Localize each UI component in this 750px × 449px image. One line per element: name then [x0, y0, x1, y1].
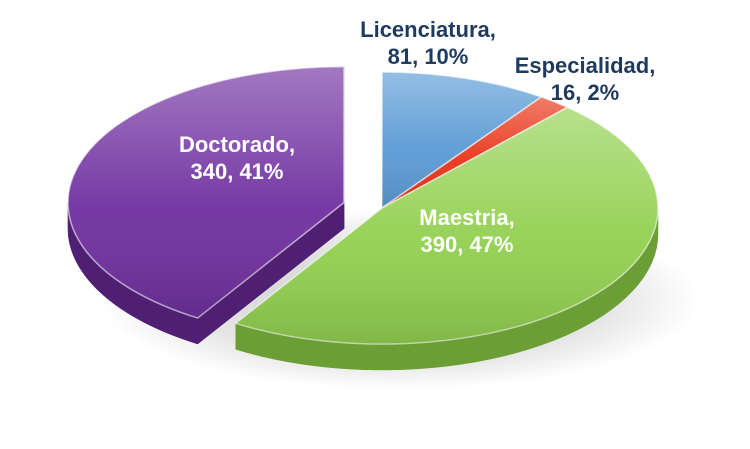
maestria-data-label: Maestria, 390, 47%: [419, 205, 514, 257]
especialidad-label-value: 16, 2%: [551, 80, 620, 105]
licenciatura-slice-shine: [382, 72, 542, 208]
licenciatura-data-label: Licenciatura, 81, 10%: [360, 17, 496, 69]
licenciatura-label-value: 81, 10%: [388, 44, 469, 69]
maestria-label-value: 390, 47%: [421, 232, 514, 257]
especialidad-slice-shine: [382, 96, 568, 208]
doctorado-label-value: 340, 41%: [191, 159, 284, 184]
maestria-slice-shine: [235, 107, 658, 344]
doctorado-data-label: Doctorado, 340, 41%: [179, 132, 295, 184]
especialidad-data-label: Especialidad, 16, 2%: [515, 53, 656, 105]
pie-tops: [67, 65, 659, 345]
maestria-label-name: Maestria,: [419, 205, 514, 230]
doctorado-label-name: Doctorado,: [179, 132, 295, 157]
doctorado-slice-shine: [67, 66, 344, 318]
pie-labels: Licenciatura, 81, 10% Especialidad, 16, 2% M…: [179, 17, 655, 257]
especialidad-label-name: Especialidad,: [515, 53, 656, 78]
licenciatura-label-name: Licenciatura,: [360, 17, 496, 42]
